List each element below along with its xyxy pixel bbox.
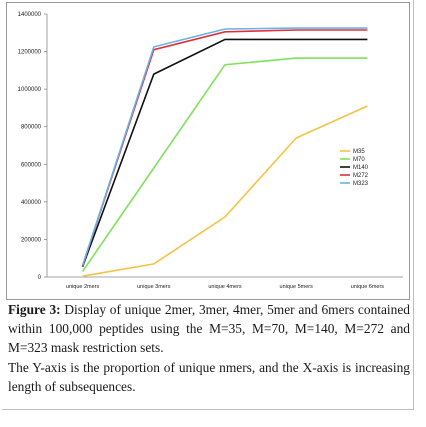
- x-tick-label: unique 6mers: [351, 284, 385, 290]
- legend-label: M140: [353, 165, 369, 171]
- y-tick-label: 0: [38, 275, 42, 281]
- legend-label: M35: [353, 149, 365, 155]
- series-line-m35: [82, 105, 368, 277]
- line-chart: 0 200000 400000 600000 800000 1000000 1200000 1…: [18, 12, 403, 290]
- y-tick-label: 1400000: [18, 12, 42, 18]
- x-tick-labels: unique 2mers unique 3mers unique 4mers uniq…: [66, 284, 384, 290]
- legend-label: M272: [353, 173, 369, 179]
- x-tick-label: unique 2mers: [66, 284, 100, 290]
- caption-paragraph: Figure 3: Display of unique 2mer, 3mer, …: [8, 300, 410, 357]
- legend-label: M70: [353, 157, 365, 163]
- figure-caption: Figure 3: Display of unique 2mer, 3mer, …: [8, 300, 410, 396]
- y-tick-label: 1200000: [18, 50, 42, 56]
- chart-axes: [46, 14, 403, 278]
- y-tick-label: 600000: [21, 162, 42, 168]
- y-tick-label: 400000: [21, 200, 42, 206]
- x-tick-label: unique 5mers: [280, 284, 314, 290]
- caption-note: The Y-axis is the proportion of unique n…: [8, 360, 410, 394]
- x-tick-label: unique 3mers: [137, 284, 171, 290]
- x-tick-label: unique 4mers: [208, 284, 242, 290]
- caption-text: Display of unique 2mer, 3mer, 4mer, 5mer…: [8, 302, 410, 355]
- legend-label: M323: [353, 181, 369, 187]
- series-line-m70: [81, 57, 368, 272]
- y-tick-label: 800000: [21, 125, 42, 131]
- y-tick-label: 1000000: [18, 87, 42, 93]
- legend: M35 M70 M140 M272 M323: [340, 149, 369, 187]
- caption-label: Figure 3:: [8, 302, 61, 317]
- y-tick-labels: 0 200000 400000 600000 800000 1000000 1200000 1…: [18, 12, 47, 281]
- y-tick-label: 200000: [21, 237, 42, 243]
- chart-frame: 0 200000 400000 600000 800000 1000000 1200000 1…: [6, 2, 410, 300]
- series-line-m140: [81, 38, 368, 267]
- series-lines: [81, 27, 368, 277]
- series-line-m323: [81, 27, 368, 266]
